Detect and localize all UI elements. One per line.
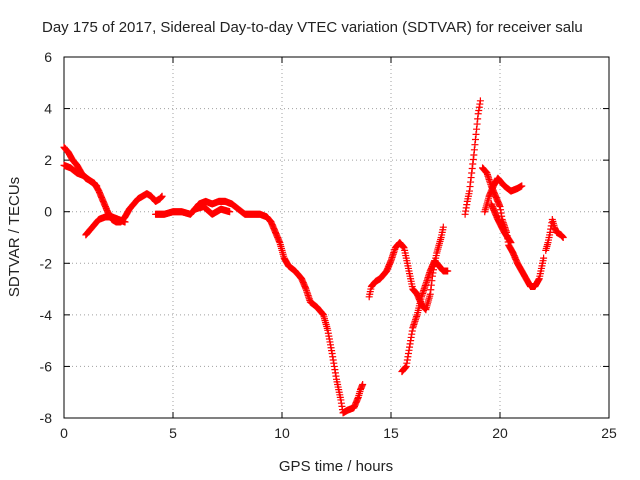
x-tick-label: 15	[383, 425, 399, 441]
x-tick-label: 5	[169, 425, 177, 441]
data-point	[518, 182, 526, 190]
data-point	[540, 254, 548, 262]
y-axis-label: SDTVAR / TECUs	[6, 177, 23, 297]
data-point	[93, 182, 101, 190]
chart-title: Day 175 of 2017, Sidereal Day-to-day VTE…	[42, 19, 583, 36]
data-point	[226, 208, 234, 216]
x-tick-label: 20	[492, 425, 508, 441]
data-point	[507, 239, 515, 247]
y-tick-label: 4	[44, 101, 52, 117]
x-tick-labels: 0 5 10 15 20 25	[60, 425, 617, 441]
y-tick-labels: -8 -6 -4 -2 0 2 4 6	[40, 49, 53, 426]
axis-ticks	[63, 56, 610, 419]
x-tick-label: 0	[60, 425, 68, 441]
y-tick-label: 0	[44, 204, 52, 220]
data-point	[559, 234, 567, 241]
data-point	[439, 223, 447, 231]
data-point	[158, 192, 166, 200]
x-tick-label: 10	[274, 425, 290, 441]
data-points	[60, 97, 567, 417]
data-point	[444, 267, 452, 275]
data-point	[359, 380, 367, 388]
data-point	[476, 97, 484, 105]
grid	[64, 57, 609, 418]
y-tick-label: 6	[44, 49, 52, 65]
x-tick-label: 25	[601, 425, 617, 441]
plot-frame	[63, 56, 610, 419]
data-point	[121, 218, 129, 226]
y-tick-label: -2	[40, 255, 53, 271]
y-tick-label: -6	[40, 358, 53, 374]
y-tick-label: -4	[40, 307, 53, 323]
y-tick-label: -8	[40, 410, 53, 426]
x-axis-label: GPS time / hours	[279, 458, 393, 475]
y-tick-label: 2	[44, 152, 52, 168]
